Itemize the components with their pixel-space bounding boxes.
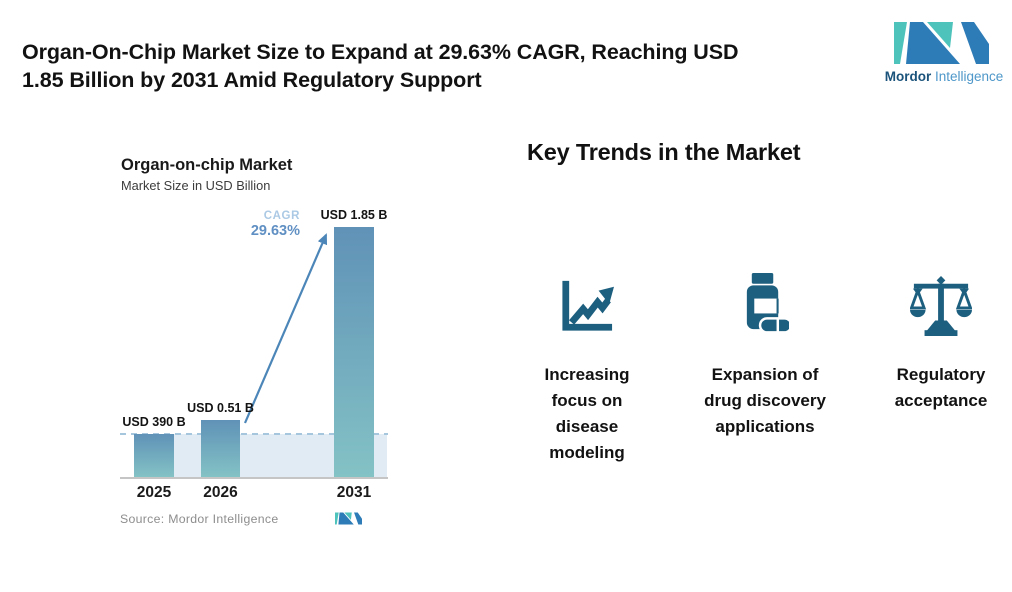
cagr-arrow-line: [243, 233, 328, 424]
trend-label-regulatory: Regulatory acceptance: [894, 365, 988, 410]
bar-value-label-2026: USD 0.51 B: [187, 401, 254, 415]
chart-source: Source: Mordor Intelligence: [120, 512, 279, 526]
brand-name-bold: Mordor: [884, 69, 932, 84]
bar-2026: [201, 420, 240, 477]
trend-item-disease-modeling: [512, 266, 662, 346]
trend-item-drug-discovery: [690, 266, 840, 346]
mordor-logo-wordmark: Mordor Intelligence: [874, 69, 1012, 84]
trend-label-disease-modeling: Increasing focus on disease modeling: [544, 365, 630, 462]
chart-subtitle: Market Size in USD Billion: [121, 178, 271, 193]
brand-name-light: Intelligence: [934, 69, 1004, 84]
axis-tick-2026: 2026: [203, 484, 238, 501]
bar-value-label-2031: USD 1.85 B: [320, 208, 388, 222]
chart-title: Organ-on-chip Market: [121, 156, 293, 174]
mordor-logo-icon: [894, 22, 989, 64]
mordor-mini-logo-icon: [335, 512, 362, 525]
page-title: Organ-On-Chip Market Size to Expand at 2…: [22, 40, 739, 93]
scales-icon: [910, 276, 972, 336]
axis-tick-2031: 2031: [336, 484, 372, 501]
bar-value-label-2025: USD 390 B: [122, 415, 186, 429]
trend-label-drug-discovery: Expansion of drug discovery applications: [704, 365, 826, 436]
chart-plot: CAGR 29.63% USD 390 B 2025 USD 0.51 B 2026 U…: [120, 192, 388, 501]
line-chart-icon: [562, 280, 614, 331]
cagr-arrow: [243, 233, 328, 424]
bar-2025: [134, 434, 174, 477]
pill-bottle-icon: [746, 273, 789, 334]
axis-tick-2025: 2025: [136, 484, 172, 501]
bar-2031: [334, 227, 374, 477]
cagr-label: CAGR: [263, 210, 300, 222]
trend-item-regulatory: [866, 266, 1012, 346]
cagr-value: 29.63%: [250, 223, 300, 239]
trends-heading: Key Trends in the Market: [527, 138, 801, 165]
baseline-dashed-line: [120, 433, 388, 435]
